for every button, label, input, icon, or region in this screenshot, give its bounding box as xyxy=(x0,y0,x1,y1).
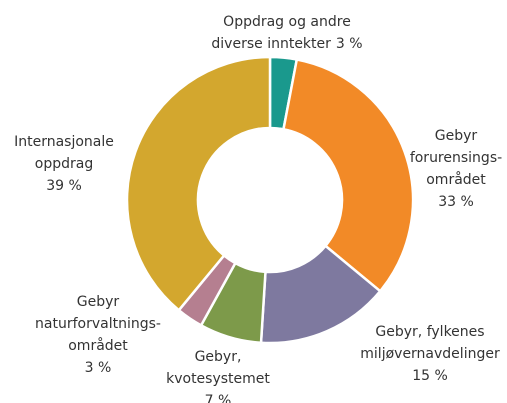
label-line: Internasjonale xyxy=(14,134,114,150)
label-line: Gebyr xyxy=(77,294,120,310)
label-line: oppdrag xyxy=(35,156,93,172)
label-line: området xyxy=(426,171,486,188)
value-label: 33 % xyxy=(438,194,474,210)
label-line: Gebyr xyxy=(435,128,478,144)
label-line: miljøvernavdelinger xyxy=(360,346,500,362)
label-line: Oppdrag og andre xyxy=(223,14,351,30)
segment-label: Gebyr, kvotesystemet 7 % xyxy=(166,349,270,403)
segment-label: Gebyr forurensings-området 33 % xyxy=(410,128,502,210)
label-line: kvotesystemet xyxy=(166,371,270,387)
value-label: 3 % xyxy=(85,360,112,376)
segment-label: Gebyr naturforvaltnings-området 3 % xyxy=(35,294,161,376)
value-label: 39 % xyxy=(46,178,82,194)
segment-label: Gebyr, fylkenes miljøvernavdelinger 15 % xyxy=(360,324,500,384)
label-line: naturforvaltnings- xyxy=(35,316,161,332)
donut-segment xyxy=(282,58,415,293)
value-label: 15 % xyxy=(412,368,448,384)
label-line: området xyxy=(68,337,128,354)
label-line: diverse inntekter xyxy=(211,36,331,52)
label-line: Gebyr, xyxy=(195,349,242,365)
donut-segment xyxy=(125,55,272,312)
segment-label: Internasjonale oppdrag 39 % xyxy=(14,134,114,194)
label-line: forurensings- xyxy=(410,150,502,166)
label-line: Gebyr, fylkenes xyxy=(375,324,484,340)
value-label: 3 % xyxy=(336,36,363,52)
value-label: 7 % xyxy=(205,393,232,403)
segment-label: Oppdrag og andre diverse inntekter 3 % xyxy=(211,14,362,52)
